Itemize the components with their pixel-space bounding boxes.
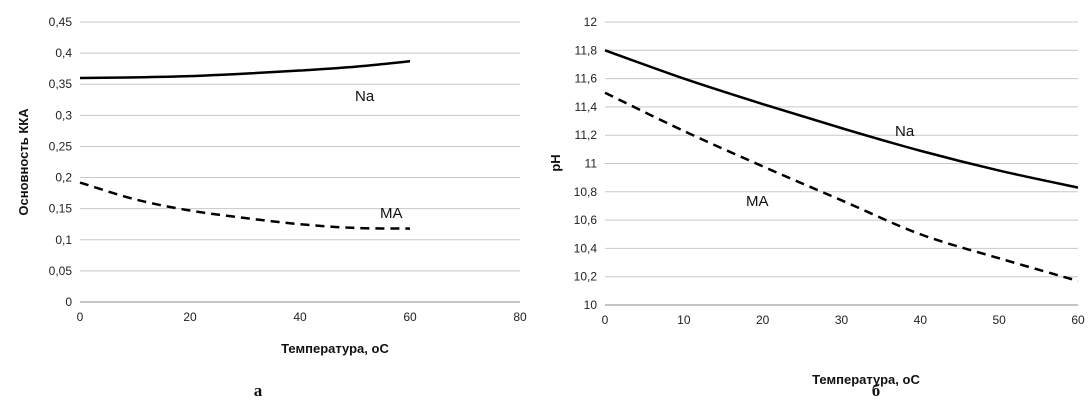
x-tick-label: 0 [77, 310, 84, 324]
x-tick-label: 50 [992, 313, 1006, 327]
y-tick-label: 0,1 [55, 233, 72, 247]
x-tick-label: 0 [602, 313, 609, 327]
y-tick-label: 11,4 [575, 100, 598, 114]
series-label-ma-b: МА [746, 193, 769, 210]
y-tick-label: 0,4 [55, 46, 72, 60]
y-tick-label: 0,35 [49, 77, 73, 91]
x-axis-title-b: Температура, оС [812, 372, 920, 387]
y-tick-label: 0,25 [49, 139, 73, 153]
panel-label-a: а [254, 381, 263, 400]
x-tick-label: 30 [835, 313, 849, 327]
grid-a [80, 21, 520, 272]
series-line-na [79, 59, 411, 80]
x-tick-label: 80 [513, 310, 527, 324]
series-label-na-a: Na [355, 88, 375, 105]
x-tick-label: 20 [183, 310, 197, 324]
y-tick-label: 10,2 [574, 270, 598, 284]
grid-b [605, 21, 1078, 278]
y-tick-label: 0,05 [49, 264, 73, 278]
series-lines-a [79, 59, 411, 230]
series-label-na-b: Na [895, 123, 915, 140]
x-ticks-a: 0 20 40 60 80 [77, 310, 527, 324]
x-tick-label: 40 [914, 313, 928, 327]
y-tick-label: 0,45 [49, 15, 73, 29]
y-tick-label: 0 [65, 295, 72, 309]
y-ticks-a: 0 0,05 0,1 0,15 0,2 0,25 0,3 0,35 0,4 0,45 [49, 15, 73, 309]
y-tick-label: 11 [585, 157, 598, 171]
y-tick-label: 10,8 [574, 185, 598, 199]
series-lines-b [604, 49, 1079, 283]
y-tick-label: 10 [584, 298, 598, 312]
y-tick-label: 10,4 [574, 241, 598, 255]
x-tick-label: 40 [293, 310, 307, 324]
x-tick-label: 60 [1071, 313, 1085, 327]
y-axis-title-b: pH [548, 154, 563, 171]
panel-label-b: б [872, 381, 881, 400]
y-tick-label: 11,2 [575, 128, 598, 142]
series-label-ma-a: МА [380, 205, 403, 222]
chart-panel-b: 10 10,2 10,4 10,6 10,8 11 11,2 11,4 11,6 11,8 12 0… [548, 15, 1085, 400]
y-tick-label: 10,6 [574, 213, 598, 227]
x-tick-label: 60 [403, 310, 417, 324]
y-tick-label: 11,8 [575, 43, 598, 57]
x-axis-title-a: Температура, оС [281, 341, 389, 356]
y-tick-label: 12 [584, 15, 598, 29]
series-line-ma [604, 91, 1079, 283]
series-line-na [604, 49, 1079, 189]
y-axis-title-a: Основность ККА [16, 108, 31, 216]
chart-panel-a: 0 0,05 0,1 0,15 0,2 0,25 0,3 0,35 0,4 0,45 0 20 40 6… [16, 15, 527, 400]
y-tick-label: 0,3 [55, 108, 72, 122]
x-ticks-b: 0 10 20 30 40 50 60 [602, 313, 1085, 327]
y-ticks-b: 10 10,2 10,4 10,6 10,8 11 11,2 11,4 11,6 11,8 12 [574, 15, 598, 312]
x-tick-label: 10 [677, 313, 691, 327]
y-tick-label: 0,15 [49, 202, 73, 216]
y-tick-label: 11,6 [575, 72, 598, 86]
series-line-ma [79, 181, 411, 230]
y-tick-label: 0,2 [55, 171, 72, 185]
x-tick-label: 20 [756, 313, 770, 327]
